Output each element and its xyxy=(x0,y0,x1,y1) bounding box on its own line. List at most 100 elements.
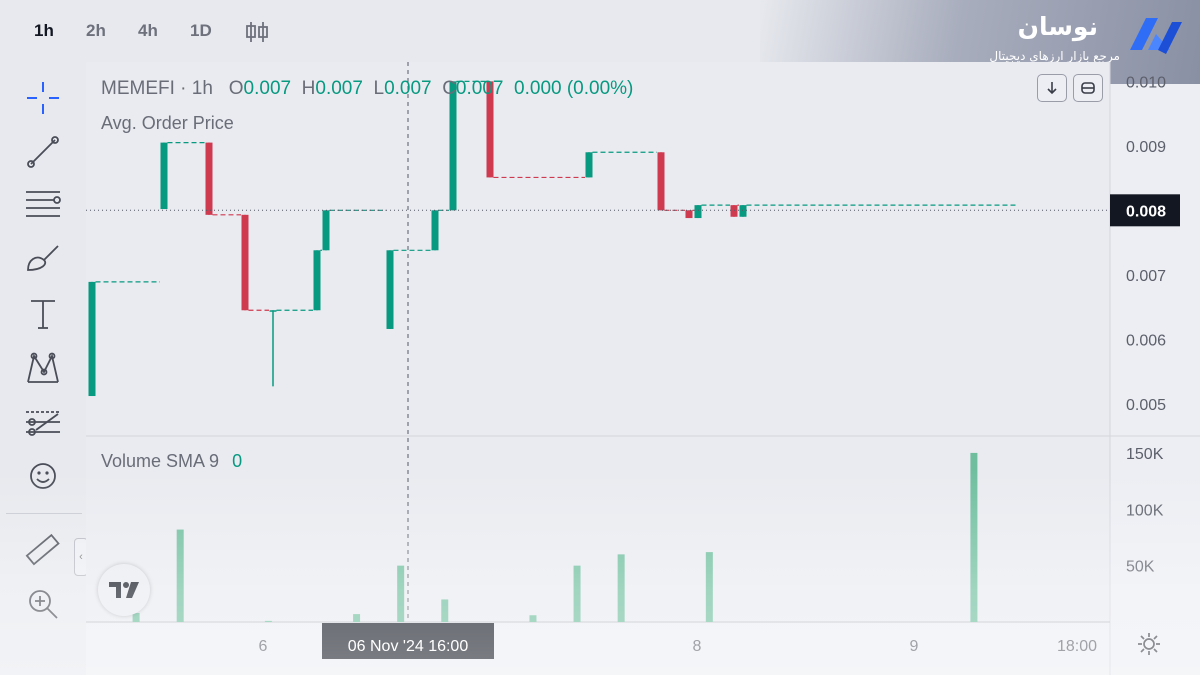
price-tick-label: 0.009 xyxy=(1126,139,1166,156)
volume-bar xyxy=(397,565,405,622)
candle-body xyxy=(313,250,321,311)
candle-type-icon[interactable] xyxy=(244,20,270,49)
text-icon xyxy=(31,300,55,329)
brand-name: نوسان xyxy=(1017,12,1098,41)
zoom-in-icon xyxy=(29,590,58,619)
drawing-toolbar: ‹ xyxy=(0,62,88,675)
volume-bar xyxy=(264,620,272,622)
volume-value: 0 xyxy=(232,451,243,471)
volume-legend[interactable]: Volume SMA 9 0 xyxy=(101,451,242,472)
ruler-tool[interactable] xyxy=(20,530,66,570)
brand-logo xyxy=(1126,10,1186,67)
ohlc-legend: MEMEFI · 1h O0.007 H0.007 L0.007 C0.007 … xyxy=(101,78,634,99)
current-price-badge xyxy=(1110,194,1180,227)
legend-low: 0.007 xyxy=(384,78,432,99)
volume-bar xyxy=(176,529,184,622)
smiley-icon xyxy=(30,463,56,489)
candle-body xyxy=(449,81,457,211)
volume-bar xyxy=(970,452,978,622)
candle-body xyxy=(585,152,593,178)
legend-open: 0.007 xyxy=(243,78,292,99)
volume-tick-label: 100K xyxy=(1126,502,1164,519)
legend-l-label: L xyxy=(373,78,385,99)
candle-body xyxy=(241,214,249,311)
timeframe-4h[interactable]: 4h xyxy=(138,21,158,40)
volume-label: Volume SMA 9 xyxy=(101,451,220,471)
zoom-in-tool[interactable] xyxy=(20,584,66,624)
fib-tool[interactable] xyxy=(20,184,66,224)
volume-bar xyxy=(353,614,361,622)
toolbar-divider xyxy=(6,513,82,514)
time-tick-label: 6 xyxy=(259,638,268,655)
legend-h-label: H xyxy=(301,78,316,99)
emoji-tool[interactable] xyxy=(20,456,66,496)
brush-tool[interactable] xyxy=(20,238,66,278)
text-tool[interactable] xyxy=(20,294,66,334)
scroll-down-button[interactable] xyxy=(1037,74,1067,102)
legend-o-label: O xyxy=(228,78,244,99)
plot-area xyxy=(86,62,1110,622)
price-tick-label: 0.010 xyxy=(1126,74,1166,91)
legend-symbol[interactable]: MEMEFI xyxy=(101,78,175,99)
legend-interval: 1h xyxy=(191,78,213,99)
volume-bar xyxy=(573,565,581,622)
pattern-icon xyxy=(27,352,59,383)
candle-body xyxy=(694,205,702,219)
candle-body xyxy=(685,210,693,219)
fib-retracement-icon xyxy=(26,191,61,217)
price-tick-label: 0.007 xyxy=(1126,268,1166,285)
crosshair-time-label: 06 Nov '24 16:00 xyxy=(348,638,469,655)
timeframe-1h[interactable]: 1h xyxy=(34,21,54,40)
time-tick-label: 8 xyxy=(693,638,702,655)
time-tick-label: 9 xyxy=(910,638,919,655)
ruler-icon xyxy=(25,533,60,566)
candle-body xyxy=(322,210,330,251)
prediction-icon xyxy=(26,411,60,436)
legend-c-label: C xyxy=(442,78,456,99)
trend-line-icon xyxy=(27,136,59,168)
tradingview-logo[interactable] xyxy=(98,564,150,616)
candle-body xyxy=(657,152,665,211)
chevron-left-icon: ‹ xyxy=(79,551,83,563)
candle-body xyxy=(160,142,168,210)
time-tick-label: 18:00 xyxy=(1057,638,1097,655)
crosshair-icon xyxy=(27,82,59,114)
volume-bar xyxy=(529,615,537,622)
candle-body xyxy=(739,205,747,217)
settings-gear-icon[interactable] xyxy=(1136,631,1162,662)
volume-tick-label: 150K xyxy=(1126,446,1164,463)
crosshair-tool[interactable] xyxy=(20,78,66,118)
volume-bar xyxy=(441,599,449,622)
brand-subtitle: مرجع بازار ارزهای دیجیتال xyxy=(989,49,1120,63)
crosshair-time-badge xyxy=(322,623,494,659)
brush-icon xyxy=(27,245,59,271)
fullscreen-button[interactable] xyxy=(1073,74,1103,102)
legend-change: 0.000 xyxy=(514,78,562,99)
candle-body xyxy=(486,81,494,178)
legend-high: 0.007 xyxy=(315,78,363,99)
arrow-down-icon xyxy=(1047,82,1057,95)
volume-tick-label: 50K xyxy=(1126,559,1155,576)
candle-body xyxy=(730,205,738,217)
candle-body xyxy=(88,281,96,397)
price-tick-label: 0.005 xyxy=(1126,397,1166,414)
timeframe-1d[interactable]: 1D xyxy=(190,21,212,40)
volume-bar xyxy=(705,552,713,622)
candle-body xyxy=(205,142,213,215)
prediction-tool[interactable] xyxy=(20,402,66,442)
candle-body xyxy=(386,250,394,329)
candle-body xyxy=(269,310,277,312)
fullscreen-icon xyxy=(1081,82,1095,94)
timeframe-2h[interactable]: 2h xyxy=(86,21,106,40)
tv-logo-icon xyxy=(109,582,139,598)
volume-bar xyxy=(132,612,140,622)
pattern-tool[interactable] xyxy=(20,348,66,388)
legend-close: 0.007 xyxy=(455,78,504,99)
indicator-legend[interactable]: Avg. Order Price xyxy=(101,113,234,133)
price-tick-label: 0.006 xyxy=(1126,332,1166,349)
volume-bar xyxy=(617,554,625,622)
legend-change-pct: (0.00%) xyxy=(566,78,634,99)
current-price-label: 0.008 xyxy=(1126,203,1166,220)
trend-line-tool[interactable] xyxy=(20,132,66,172)
